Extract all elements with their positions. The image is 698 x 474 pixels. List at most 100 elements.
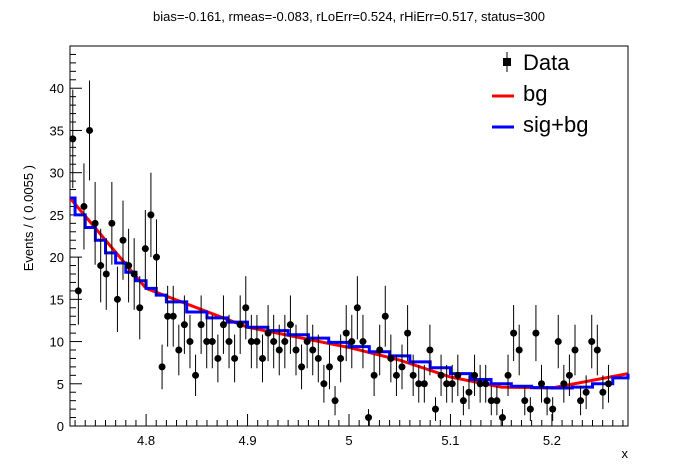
data-marker [543,397,551,405]
data-point [353,276,361,340]
data-point [275,324,283,376]
data-marker [281,338,289,346]
data-marker [465,388,473,396]
data-marker [437,371,445,379]
data-point [510,305,518,362]
data-marker [565,371,573,379]
data-marker [270,338,278,346]
data-marker [571,346,579,354]
data-point [208,314,216,369]
data-point [219,295,227,354]
data-point [543,386,551,416]
data-point [454,354,462,397]
data-marker [593,346,601,354]
data-point [175,324,183,376]
legend-item-sig-bg: sig+bg [492,112,588,137]
data-marker [415,380,423,388]
data-point [197,295,205,354]
data-marker [113,295,121,303]
data-point [415,364,423,403]
data-point [582,375,590,410]
data-point [158,344,166,390]
data-point [487,386,495,416]
data-marker [504,371,512,379]
data-marker [459,397,467,405]
data-marker [208,338,216,346]
data-marker [108,219,116,227]
data-marker [231,354,239,362]
data-marker [409,371,417,379]
data-marker [426,346,434,354]
data-marker [526,405,534,413]
x-axis: 4.8 4.9 5 5.1 5.2 [74,414,624,448]
data-point [331,386,339,416]
data-point [192,354,200,397]
data-marker [247,338,255,346]
y-axis-label: Events / ( 0.0055 ) [21,165,36,271]
data-point [532,305,540,362]
data-point [86,80,94,181]
data-marker [97,262,105,270]
data-point [242,276,250,340]
data-marker [381,312,389,320]
data-point [186,314,194,369]
data-point [398,344,406,390]
data-marker [292,346,300,354]
data-point [577,386,585,416]
data-marker [175,346,183,354]
data-marker [152,253,160,261]
data-point [560,364,568,403]
data-marker [169,312,177,320]
data-marker [186,338,194,346]
data-point [147,172,155,258]
data-point [286,295,294,354]
data-point [554,314,562,369]
data-point [504,354,512,397]
data-marker [136,304,144,312]
data-point [325,344,333,390]
data-marker [253,338,261,346]
data-point [565,354,573,397]
data-marker [219,321,227,329]
data-point [264,305,272,362]
data-point [74,257,82,325]
x-tick-label: 5 [345,433,352,448]
data-marker [309,346,317,354]
y-tick-label: 30 [50,166,64,181]
y-tick-label: 5 [57,377,64,392]
data-point [387,334,395,383]
legend-label-data: Data [523,50,570,75]
data-marker [164,312,172,320]
data-marker [74,287,82,295]
data-marker [342,329,350,337]
x-tick-label: 5.2 [543,433,561,448]
data-point [314,334,322,383]
data-point [102,238,110,310]
data-point [342,305,350,362]
data-point [515,324,523,376]
data-marker [431,405,439,413]
data-marker [560,380,568,388]
data-marker [325,363,333,371]
data-point [476,364,484,403]
data-point [538,364,546,403]
y-tick-label: 40 [50,81,64,96]
data-point [236,295,244,354]
data-point [247,314,255,369]
data-marker [554,338,562,346]
data-point [91,181,99,265]
data-point [309,324,317,376]
data-point [108,181,116,265]
data-marker [420,380,428,388]
data-point [526,397,534,422]
data-marker [454,371,462,379]
data-point [281,314,289,369]
data-point [443,364,451,403]
data-point [604,364,612,403]
data-marker [259,354,267,362]
data-marker [147,211,155,219]
data-marker [443,380,451,388]
data-marker [398,363,406,371]
data-point [225,314,233,369]
data-point [320,364,328,403]
